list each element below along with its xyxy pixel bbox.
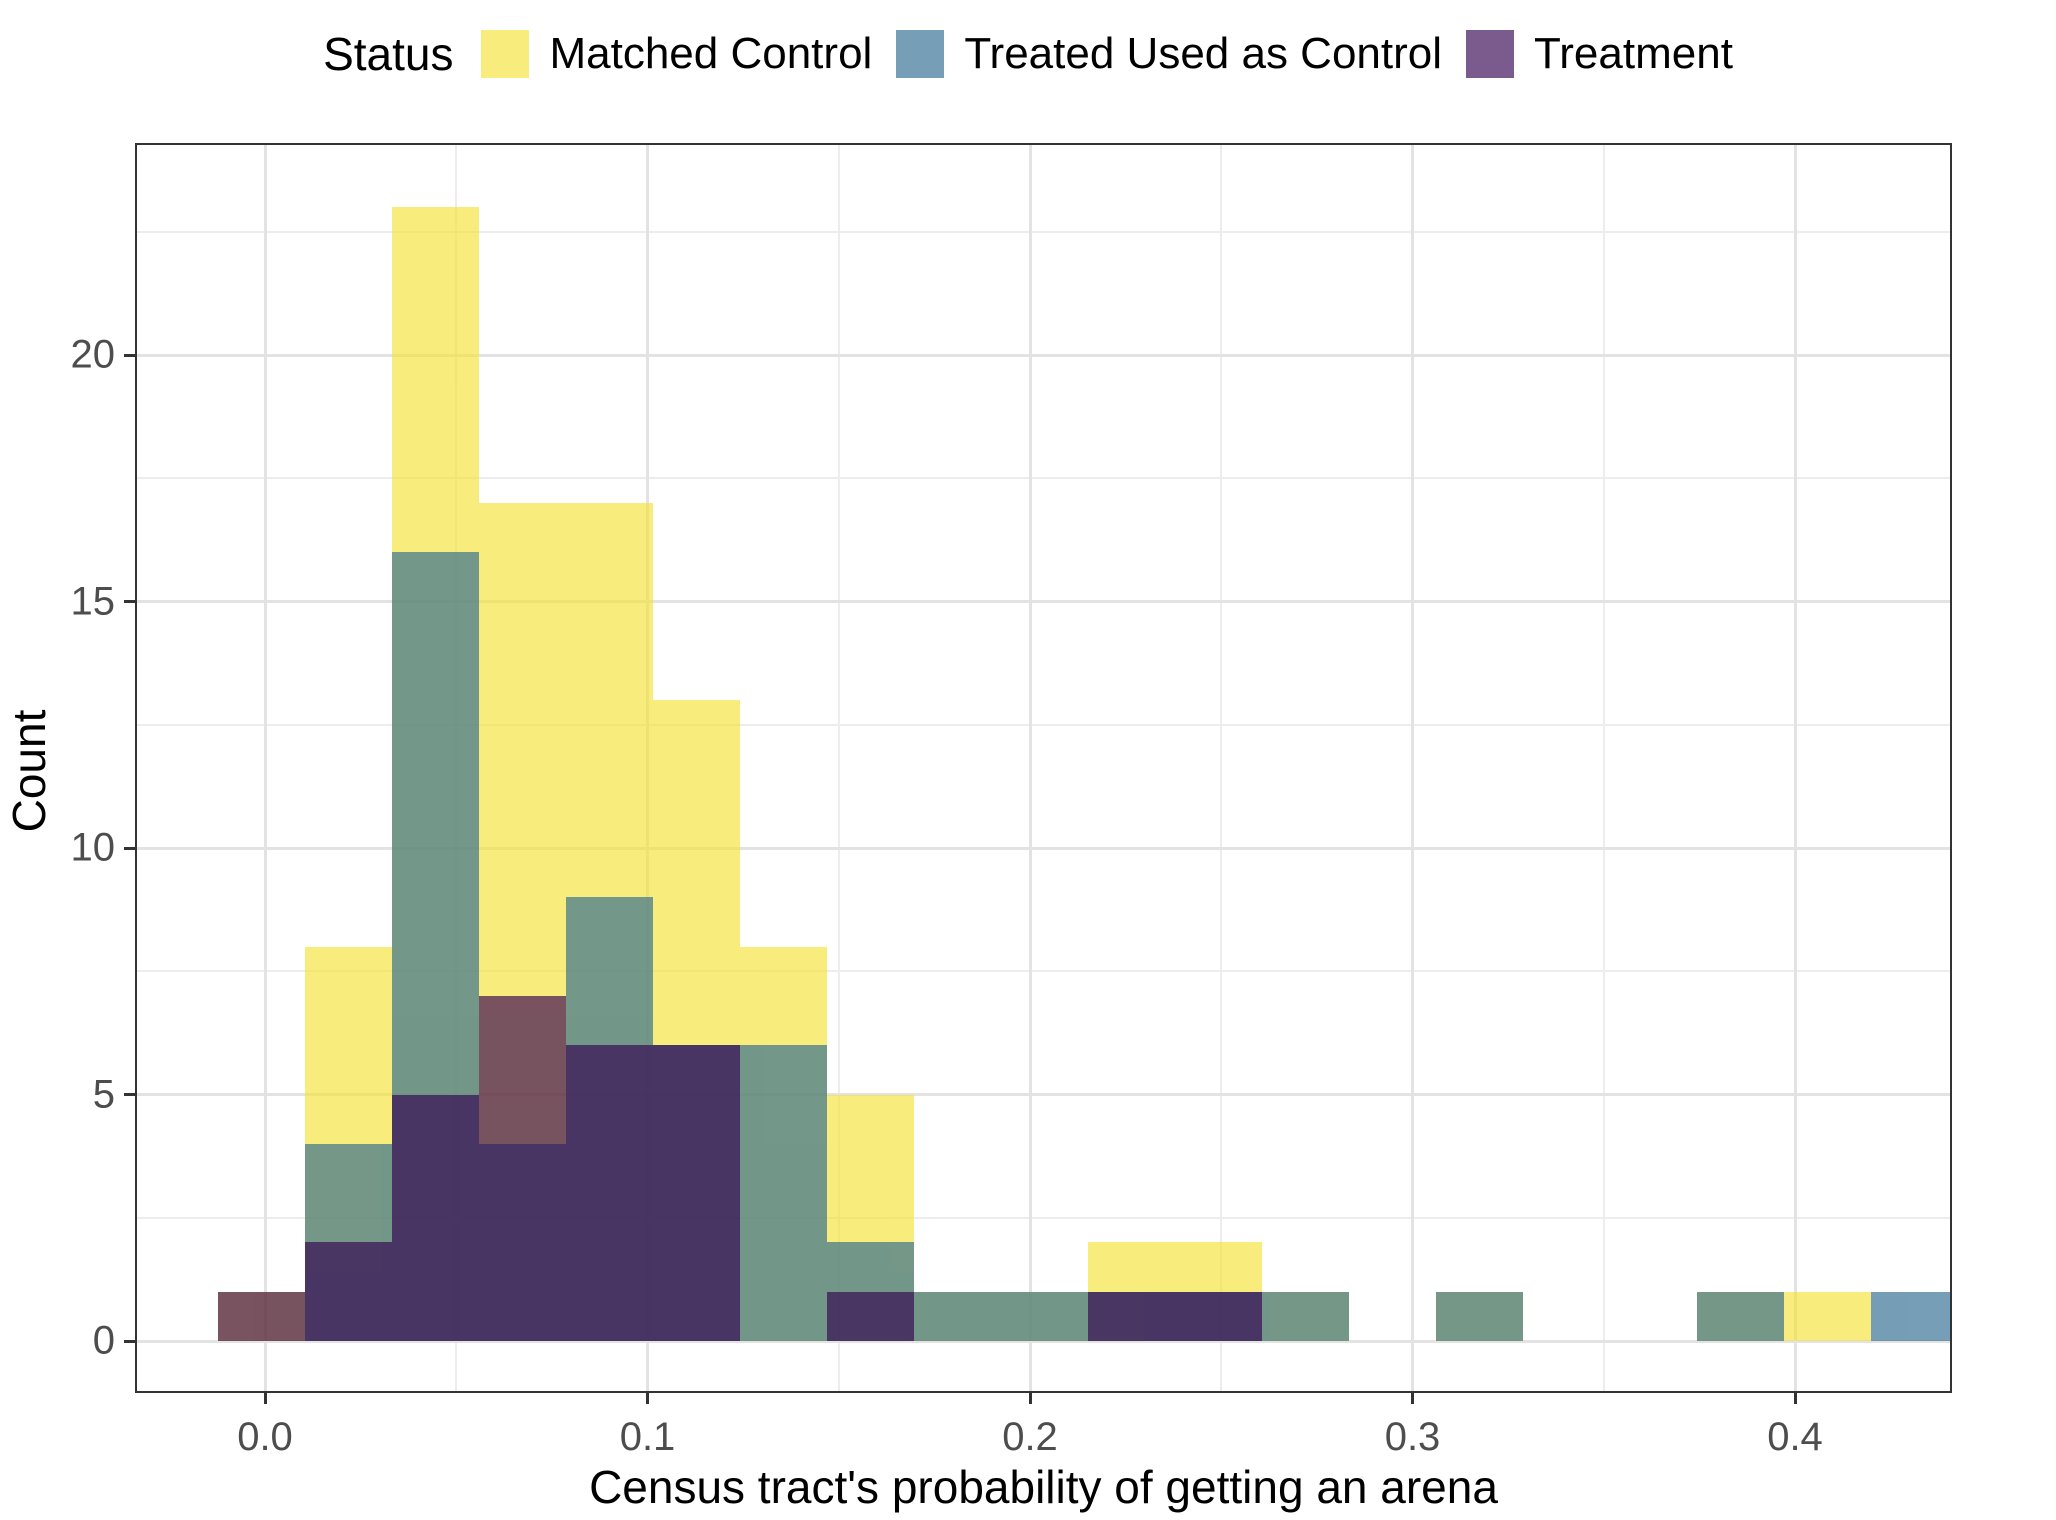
x-tick-mark [263,1393,267,1404]
legend-label-matched-control: Matched Control [549,29,873,78]
y-tick-label: 5 [92,1072,115,1116]
y-tick-mark [124,353,135,357]
y-tick-mark [124,1093,135,1096]
bar-treatment-bin5 [653,1045,740,1341]
treatment-swatch-icon [1466,30,1515,78]
plot-panel [135,143,1952,1393]
legend-label-treated-used-as-control: Treated Used as Control [964,29,1443,78]
x-major-gridline [1028,143,1032,1393]
x-tick-label: 0.4 [1767,1415,1823,1459]
bar-treated-used-as-control-bin6 [740,1045,827,1341]
y-tick-mark [124,846,135,850]
bar-treated-used-as-control-bin8 [914,1291,1001,1341]
x-axis-title: Census tract's probability of getting an… [589,1461,1498,1513]
bar-treatment-bin1 [305,1242,392,1341]
x-minor-gridline [1220,143,1223,1393]
x-tick-label: 0.2 [1002,1415,1058,1459]
bar-treatment-bin11 [1175,1291,1262,1341]
bar-treatment-bin3 [479,995,566,1341]
bar-treatment-bin2 [392,1094,479,1341]
x-tick-label: 0.0 [237,1415,293,1459]
x-major-gridline [263,143,267,1393]
x-minor-gridline [837,143,840,1393]
series-layer-treatment [135,143,1952,1393]
bar-treated-used-as-control-bin9 [1001,1291,1088,1341]
y-major-gridline [135,846,1952,850]
legend-title: Status [323,28,454,80]
y-minor-gridline [135,970,1952,973]
x-tick-mark [1793,1393,1797,1404]
bar-treatment-bin4 [566,1045,653,1341]
legend-item-treatment: Treatment [1466,29,1733,79]
y-major-gridline [135,600,1952,603]
legend-item-treated-used-as-control: Treated Used as Control [896,29,1442,79]
y-major-gridline [135,353,1952,357]
x-tick-label: 0.1 [619,1415,676,1459]
bar-treatment-bin10 [1088,1291,1175,1341]
y-tick-label: 20 [70,332,116,377]
bar-treated-used-as-control-bin12 [1262,1291,1349,1341]
x-major-gridline [1793,143,1797,1393]
x-minor-gridline [1602,143,1605,1393]
bar-treatment-bin7 [827,1291,914,1341]
legend: Status Matched Control Treated Used as C… [0,14,2056,94]
bar-treatment-bin0 [218,1291,305,1341]
matched-control-swatch-icon [481,30,530,78]
y-major-gridline [135,1339,1952,1343]
y-minor-gridline [135,477,1952,480]
x-tick-mark [1411,1393,1414,1404]
y-axis-title: Count [3,709,55,833]
y-tick-label: 15 [70,579,116,623]
bar-treated-used-as-control-bin17 [1697,1291,1784,1341]
y-tick-label: 10 [70,825,116,870]
y-minor-gridline [135,230,1952,233]
x-major-gridline [1411,143,1414,1393]
treated-used-as-control-swatch-icon [896,30,945,78]
bar-treated-used-as-control-bin14 [1436,1291,1523,1341]
x-tick-mark [1028,1393,1032,1404]
legend-label-treatment: Treatment [1534,29,1733,78]
y-minor-gridline [135,723,1952,726]
y-tick-label: 0 [92,1318,115,1363]
y-major-gridline [135,1093,1952,1096]
bar-matched-control-bin18 [1784,1291,1871,1341]
y-tick-mark [124,600,135,603]
x-tick-label: 0.3 [1384,1415,1441,1459]
bar-treated-used-as-control-bin19 [1871,1291,1952,1341]
x-tick-mark [646,1393,649,1404]
y-minor-gridline [135,1216,1952,1219]
legend-item-matched-control: Matched Control [481,29,872,79]
y-tick-mark [124,1339,135,1343]
